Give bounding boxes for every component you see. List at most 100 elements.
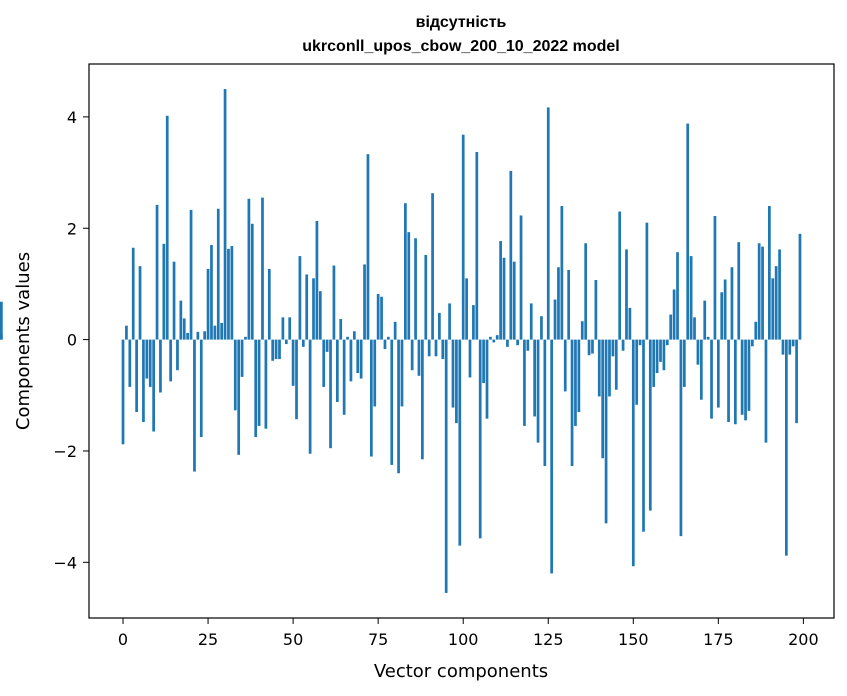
bar xyxy=(264,339,268,429)
bar xyxy=(659,339,662,362)
bar xyxy=(148,339,152,387)
bar xyxy=(138,266,142,340)
bar xyxy=(625,249,628,340)
x-tick-label: 75 xyxy=(368,630,388,649)
bar xyxy=(764,339,768,443)
bar xyxy=(791,339,795,347)
bar xyxy=(540,316,543,340)
bar xyxy=(703,300,707,340)
bar xyxy=(706,336,710,340)
bar xyxy=(465,278,468,340)
bar xyxy=(176,339,179,371)
bar xyxy=(642,339,645,532)
bar xyxy=(689,256,693,340)
bar xyxy=(441,339,445,360)
y-tick-label: 2 xyxy=(67,219,77,238)
bar xyxy=(247,198,251,340)
bar xyxy=(261,197,264,340)
bar xyxy=(329,339,332,449)
bar xyxy=(216,208,220,340)
bar xyxy=(203,331,207,340)
bar xyxy=(478,339,482,539)
bar xyxy=(648,339,652,511)
x-axis-label: Vector components xyxy=(374,661,548,682)
bar xyxy=(570,339,574,466)
bar xyxy=(308,339,312,454)
bar xyxy=(206,268,210,340)
bar xyxy=(679,339,683,537)
bar xyxy=(165,115,169,340)
bar xyxy=(400,339,404,407)
bar xyxy=(733,339,737,425)
bar xyxy=(121,339,125,445)
bar xyxy=(771,278,775,340)
bar xyxy=(352,331,356,340)
bar xyxy=(404,203,407,340)
bar xyxy=(315,221,319,340)
bar xyxy=(472,305,475,340)
bar xyxy=(376,293,380,340)
bar xyxy=(387,336,390,340)
bar xyxy=(682,339,686,387)
x-tick-label: 125 xyxy=(533,630,564,649)
bar xyxy=(638,339,642,346)
bar xyxy=(492,339,496,343)
y-tick-label: −4 xyxy=(53,553,77,572)
bar xyxy=(438,312,441,340)
x-tick-label: 150 xyxy=(618,630,649,649)
bar xyxy=(278,339,281,360)
bar xyxy=(152,339,155,432)
bar xyxy=(390,339,394,465)
chart-title-line1: відсутність xyxy=(416,14,507,31)
bar xyxy=(536,339,540,443)
bar xyxy=(655,339,659,374)
bar xyxy=(393,321,397,340)
bar xyxy=(145,339,149,379)
bar xyxy=(325,339,329,352)
chart-title-line2: ukrconll_upos_cbow_200_10_2022 model xyxy=(302,38,619,55)
bar xyxy=(744,339,747,421)
bar xyxy=(546,107,550,340)
bar xyxy=(373,339,377,407)
bar xyxy=(533,339,536,417)
bar xyxy=(506,339,509,347)
bar xyxy=(220,322,224,340)
bar xyxy=(601,339,605,459)
bar xyxy=(186,332,190,340)
bar xyxy=(244,336,247,340)
bar xyxy=(635,339,639,405)
bar xyxy=(475,151,479,340)
bar xyxy=(523,339,526,426)
bar xyxy=(305,274,309,340)
bar xyxy=(730,267,734,340)
bar xyxy=(366,154,370,340)
bar xyxy=(284,339,288,345)
bar xyxy=(594,280,598,340)
bar xyxy=(407,232,411,340)
bar xyxy=(182,318,186,340)
bar xyxy=(335,339,339,402)
bar xyxy=(587,339,591,356)
bar xyxy=(693,317,696,340)
bar xyxy=(489,336,492,340)
bar xyxy=(628,307,632,340)
bar xyxy=(485,339,489,419)
x-tick-label: 200 xyxy=(788,630,819,649)
bar xyxy=(468,339,472,378)
bar xyxy=(608,339,611,397)
bar xyxy=(291,339,295,386)
bar xyxy=(553,299,557,340)
bar xyxy=(557,267,560,340)
bar xyxy=(751,339,754,347)
bar xyxy=(727,339,730,423)
bar xyxy=(318,291,322,340)
bar xyxy=(383,339,387,350)
bar xyxy=(414,238,417,340)
x-tick-label: 0 xyxy=(118,630,128,649)
bar xyxy=(621,339,625,351)
bar xyxy=(526,339,530,351)
bar xyxy=(509,170,513,340)
bar xyxy=(645,222,649,340)
bar xyxy=(332,265,336,340)
bar xyxy=(723,279,727,340)
